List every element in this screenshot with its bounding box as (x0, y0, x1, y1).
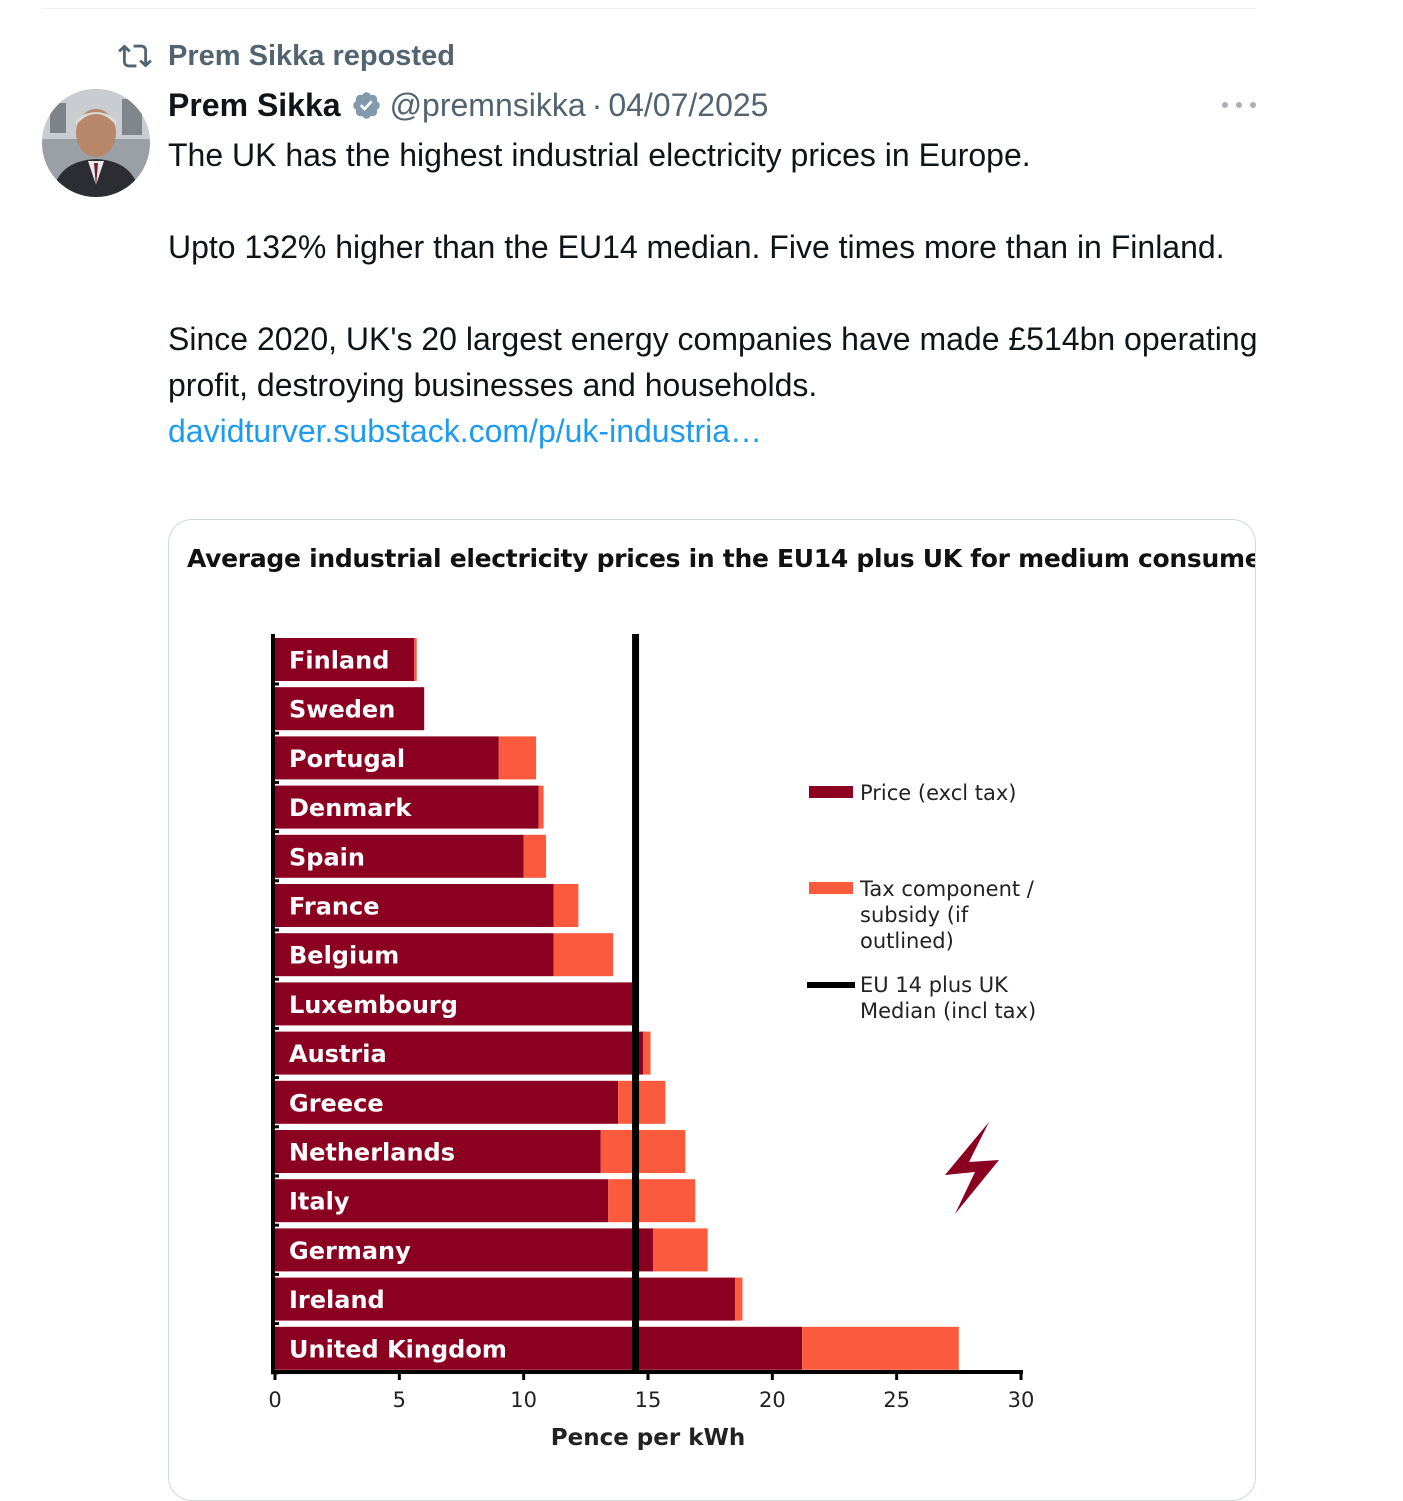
bar-label: Ireland (289, 1286, 385, 1314)
separator-dot: · (591, 86, 603, 123)
bar-price (275, 687, 425, 731)
bar-label: Spain (289, 843, 365, 871)
bar-price (275, 785, 539, 829)
x-tick-label: 15 (635, 1388, 662, 1412)
legend-median-label: EU 14 plus UK (860, 973, 1009, 997)
bar-price (275, 638, 415, 681)
bar-tax (652, 1228, 708, 1272)
bar-label: United Kingdom (289, 1335, 507, 1363)
legend-tax-label: Tax component / (859, 877, 1035, 901)
bar-tax (608, 1179, 696, 1223)
tweet-header: Prem Sikka @premnsikka · 04/07/2025 (168, 82, 768, 128)
more-dot (1250, 102, 1256, 108)
legend-tax-label: subsidy (if (860, 903, 969, 927)
repost-indicator[interactable]: Prem Sikka reposted (118, 38, 455, 74)
bar-tax (735, 1277, 743, 1321)
x-tick-label: 10 (510, 1388, 537, 1412)
bar-label: Luxembourg (289, 991, 458, 1019)
more-icon[interactable] (1222, 92, 1256, 118)
tweet-link[interactable]: davidturver.substack.com/p/uk-industria… (168, 413, 763, 449)
bar-label: Denmark (289, 794, 412, 822)
bar-price (275, 933, 554, 977)
bar-price (275, 1080, 619, 1124)
bar-price (275, 834, 524, 878)
more-dot (1236, 102, 1242, 108)
bar-label: Austria (289, 1040, 387, 1068)
bar-tax (538, 785, 544, 829)
bar-price (275, 884, 554, 927)
x-tick-label: 20 (759, 1388, 786, 1412)
x-tick-label: 5 (393, 1388, 406, 1412)
chart: Finland Sweden Portugal Denmark Spain France B… (268, 634, 1036, 1451)
bar-label: Greece (289, 1089, 384, 1117)
avatar-photo (42, 89, 150, 197)
chart-title: Average industrial electricity prices in… (187, 544, 1256, 573)
top-divider (42, 8, 1256, 9)
tweet-paragraph-3: Since 2020, UK's 20 largest energy compa… (168, 321, 1258, 403)
bar-label: Sweden (289, 696, 395, 724)
bar-price (275, 1031, 644, 1075)
legend-swatch-tax (809, 882, 853, 894)
bar-label: Germany (289, 1237, 411, 1265)
legend-swatch-price (809, 786, 853, 798)
x-axis-label: Pence per kWh (551, 1425, 746, 1451)
lightning-icon (945, 1122, 999, 1214)
bar-tax (802, 1326, 959, 1370)
x-tick-label: 0 (268, 1388, 281, 1412)
tweet-paragraph-2: Upto 132% higher than the EU14 median. F… (168, 229, 1225, 265)
bar-price (275, 736, 499, 780)
legend-tax-label: outlined) (860, 929, 954, 953)
avatar[interactable] (42, 89, 150, 197)
tweet-paragraph-1: The UK has the highest industrial electr… (168, 137, 1031, 173)
legend-median-label: Median (incl tax) (860, 999, 1036, 1023)
legend-price-label: Price (excl tax) (860, 781, 1017, 805)
bar-tax (553, 933, 614, 977)
bar-tax (643, 1031, 651, 1075)
bar-price (275, 982, 636, 1026)
bar-label: Netherlands (289, 1139, 455, 1167)
bar-label: France (289, 893, 379, 921)
bar-price (275, 1277, 736, 1321)
bar-tax (498, 736, 537, 780)
verified-badge-icon[interactable] (351, 90, 382, 121)
author-handle[interactable]: @premnsikka (389, 86, 586, 123)
tweet-text: The UK has the highest industrial electr… (168, 132, 1258, 454)
bar-price (275, 1228, 653, 1272)
bar-tax (414, 638, 417, 681)
bar-tax (553, 884, 579, 927)
bar-label: Italy (289, 1188, 350, 1216)
bar-price (275, 1130, 601, 1173)
bar-tax (523, 834, 547, 878)
bar-tax (600, 1130, 686, 1173)
tweet-date[interactable]: 04/07/2025 (608, 86, 769, 123)
bar-tax (618, 1080, 666, 1124)
more-dot (1222, 102, 1228, 108)
bar-label: Finland (289, 647, 389, 675)
media-card[interactable]: Average industrial electricity prices in… (168, 519, 1256, 1501)
x-tick-label: 30 (1008, 1388, 1035, 1412)
bar-price (275, 1326, 803, 1370)
repost-label: Prem Sikka reposted (168, 39, 455, 72)
bar-label: Portugal (289, 745, 405, 773)
bar-label: Belgium (289, 942, 399, 970)
bar-price (275, 1179, 609, 1223)
repost-icon (118, 44, 152, 68)
x-tick-label: 25 (883, 1388, 910, 1412)
author-name[interactable]: Prem Sikka (168, 86, 341, 123)
